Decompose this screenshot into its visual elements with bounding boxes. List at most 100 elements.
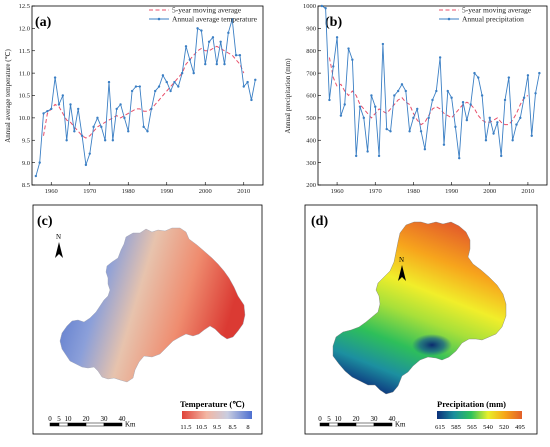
data-point: [389, 130, 392, 133]
colorbar-tick-label: 8.5: [228, 424, 236, 431]
scale-segment: [58, 422, 69, 427]
data-point: [123, 116, 126, 120]
data-point: [196, 27, 199, 30]
data-point: [157, 85, 161, 88]
colorbar-tick-label: 565: [467, 424, 477, 431]
data-point: [427, 116, 430, 120]
data-point: [180, 71, 184, 75]
data-point: [92, 125, 95, 129]
data-point: [165, 80, 168, 84]
legend-label-annual-temp: Annual average temperature: [172, 15, 258, 24]
data-point: [332, 65, 335, 68]
data-point: [469, 103, 472, 106]
colorbar-tick-label: 585: [451, 424, 461, 431]
data-point: [246, 80, 249, 84]
data-point: [473, 71, 476, 75]
legend-marker-annual-prec: [447, 17, 451, 21]
data-point: [423, 148, 427, 151]
y-tick-label: 11.5: [19, 48, 30, 55]
precipitation-region-shape: [332, 221, 507, 395]
data-point: [223, 62, 226, 66]
data-point: [530, 134, 533, 137]
low-precipitation-hotspot: [412, 334, 452, 356]
data-point: [115, 107, 118, 111]
scale-tick-label: 10: [335, 415, 343, 423]
data-point: [324, 7, 327, 10]
scale-tick-label: 10: [65, 415, 73, 423]
panel-b-precipitation-chart: (b) Annual precipitation (mm) 1960 1970 19…: [284, 3, 548, 195]
data-point: [254, 78, 257, 82]
panel-a-temperature-chart: (a) Annual average temperature (℃) 1960 1…: [4, 3, 264, 195]
x-tick-label: 1970: [369, 188, 382, 195]
data-point: [400, 83, 404, 86]
scale-tick-label: 40: [389, 415, 397, 423]
y-tick-label: 200: [306, 182, 316, 189]
scale-segment: [85, 422, 105, 427]
y-tick-label: 10.5: [19, 93, 30, 100]
series-line-annual-precipitation: [321, 5, 540, 159]
data-point: [416, 107, 419, 111]
north-arrow-c: N: [55, 233, 63, 258]
data-point: [408, 130, 411, 133]
data-point: [328, 98, 331, 102]
scale-segment: [49, 422, 60, 427]
legend-b: 5-year moving average Annual precipitati…: [439, 6, 532, 24]
scale-segment: [373, 422, 393, 427]
data-point: [88, 152, 91, 155]
colorbar-tick-label: 495: [515, 424, 525, 431]
colorbar-ticks-c: 11.5 10.5 9.5 8.5 8: [180, 424, 249, 431]
data-point: [107, 80, 111, 84]
data-point: [211, 36, 215, 39]
data-point: [73, 130, 76, 133]
data-point: [34, 174, 38, 178]
axis-ticks-a: 1960 1970 1980 1990 2000 2010 8.5 9.0 9.5 10.0 10.…: [19, 3, 251, 195]
data-point: [146, 130, 149, 133]
data-point: [435, 89, 438, 93]
scale-tick-label: 0: [318, 415, 322, 423]
data-point: [480, 94, 484, 97]
data-point: [446, 89, 449, 93]
data-point: [461, 101, 465, 104]
data-point: [50, 107, 53, 111]
data-point: [173, 80, 176, 84]
colorbar-ramp-c: [182, 411, 252, 419]
data-point: [127, 130, 130, 133]
panel-letter-d: (d): [311, 214, 328, 229]
data-point: [347, 47, 350, 50]
north-arrow-icon-d: [398, 265, 406, 281]
x-tick-label: 2000: [199, 188, 212, 195]
data-point: [38, 161, 41, 164]
data-point: [538, 71, 541, 75]
scale-tick-label: 20: [353, 415, 361, 423]
data-point: [374, 105, 377, 108]
scale-tick-label: 30: [371, 415, 379, 423]
data-point: [526, 74, 530, 77]
series-group-b: [320, 4, 541, 160]
data-point: [477, 76, 480, 79]
y-tick-label: 9.0: [22, 160, 30, 167]
x-tick-label: 1990: [445, 188, 458, 195]
data-point: [492, 132, 495, 135]
data-point: [339, 114, 343, 117]
x-tick-label: 2000: [483, 188, 496, 195]
colorbar-title-d: Precipitation (mm): [437, 399, 506, 409]
data-point: [438, 56, 442, 59]
data-point: [227, 31, 230, 35]
data-point: [320, 4, 324, 8]
data-point: [161, 74, 165, 77]
data-point: [343, 103, 346, 106]
data-point: [96, 116, 99, 120]
y-tick-label: 400: [306, 137, 316, 144]
scale-segment: [319, 422, 330, 427]
legend-label-moving-avg-b: 5-year moving average: [462, 6, 532, 15]
north-arrow-icon-c: [55, 242, 63, 258]
data-point: [396, 89, 400, 93]
data-point: [154, 89, 157, 93]
data-point: [231, 18, 234, 21]
data-point: [385, 127, 388, 131]
colorbar-tick-label: 8: [246, 424, 249, 431]
north-arrow-d: N: [398, 256, 406, 281]
